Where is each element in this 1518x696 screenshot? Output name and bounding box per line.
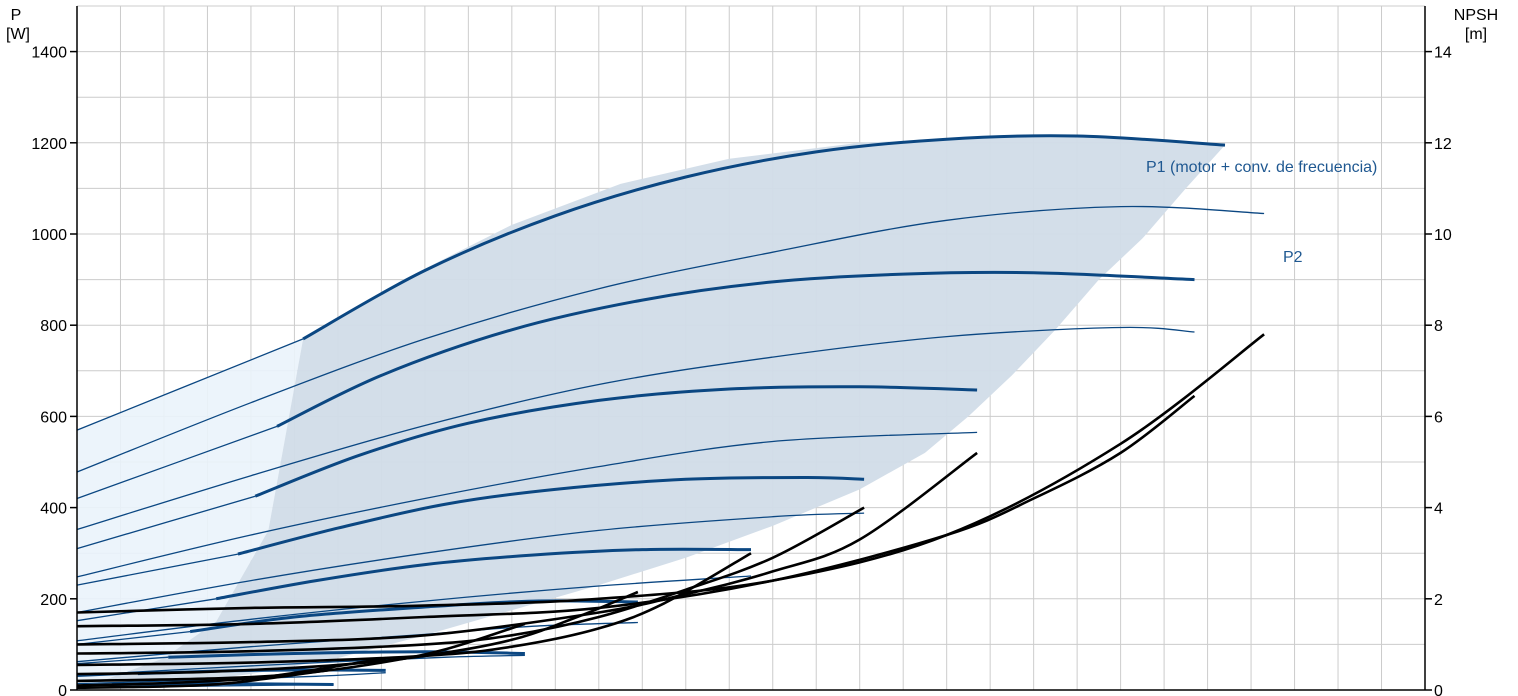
left-tick-label: 400 [40,501,67,518]
right-tick-label: 12 [1434,136,1452,153]
p1-curve-extension-1 [76,338,304,431]
right-tick-label: 4 [1434,501,1443,518]
p1-curve-5 [215,547,752,601]
p1-curve-extension-4 [76,553,239,586]
right-tick-label: 0 [1434,683,1443,696]
left-tick-label: 200 [40,592,67,609]
tick-labels: 0 200 400 600 800 1000 1200 1400 0 2 4 6 8 10 12 14 [31,45,1451,696]
p2-curve-3 [76,431,978,578]
npsh-curve-8 [76,656,386,687]
npsh-curve-5 [76,552,752,667]
p1-curve-4 [237,475,865,556]
left-tick-label: 1400 [31,45,67,62]
npsh-curve-2 [76,394,1196,628]
right-tick-label: 8 [1434,318,1443,335]
axes [76,6,1426,691]
left-axis-title-line1: P [11,7,22,24]
p1-curve-1 [302,134,1226,341]
left-tick-label: 800 [40,318,67,335]
right-tick-label: 14 [1434,45,1452,62]
curves [76,134,1265,689]
right-axis-title-line2: [m] [1465,26,1487,43]
left-tick-label: 0 [58,683,67,696]
npsh-curve-3 [76,451,978,646]
p2-curve-2 [76,326,1195,531]
right-tick-label: 10 [1434,227,1452,244]
left-tick-label: 1200 [31,136,67,153]
p1-curve-label: P1 (motor + conv. de frecuencia) [1146,159,1377,176]
right-tick-label: 6 [1434,409,1443,426]
p2-curve-1 [76,205,1265,473]
p2-curve-7 [76,654,525,677]
p1-curve-3 [254,385,978,498]
p2-curve-4 [76,512,865,614]
p1-curve-extension-3 [76,495,256,550]
right-axis-title-line1: NPSH [1454,7,1498,24]
p2-curve-5 [76,575,752,642]
left-tick-label: 600 [40,409,67,426]
npsh-curve-9 [76,668,334,689]
npsh-curve-4 [76,506,865,655]
p1-curve-2 [276,270,1195,428]
left-axis-title-line2: [W] [6,26,30,43]
left-tick-label: 1000 [31,227,67,244]
p2-curve-label: P2 [1283,249,1303,266]
right-tick-label: 2 [1434,592,1443,609]
p1-curve-extension-2 [76,425,278,500]
operating-range-area [77,137,1225,690]
p1-curve-extension-7 [76,656,169,665]
